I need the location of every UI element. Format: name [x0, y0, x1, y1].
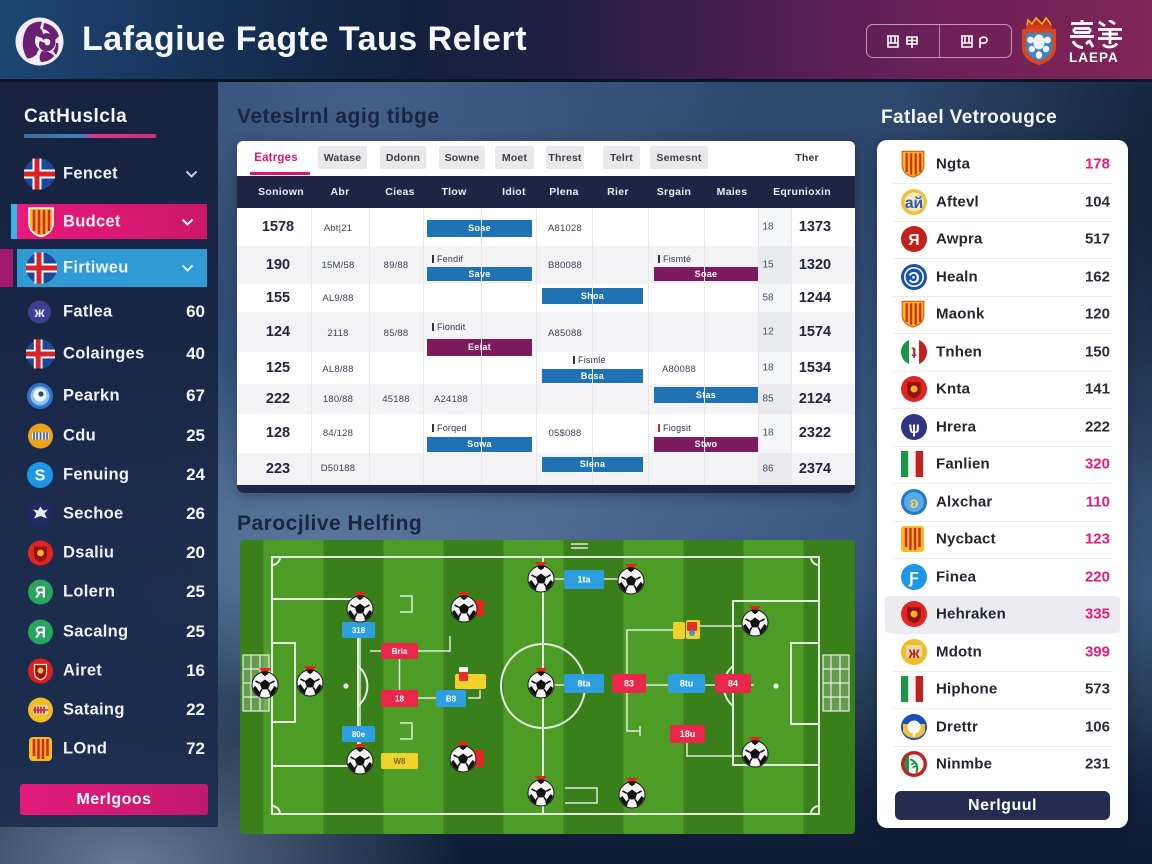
svg-text:84: 84 [728, 679, 738, 689]
svg-text:Я: Я [35, 584, 46, 601]
svg-text:318: 318 [352, 626, 366, 635]
svg-text:8ta: 8ta [577, 679, 591, 689]
svg-text:83: 83 [624, 679, 634, 689]
svg-text:8tu: 8tu [680, 679, 694, 689]
svg-text:Я: Я [35, 624, 46, 641]
svg-text:ϡ: ϡ [909, 757, 919, 774]
svg-text:S: S [35, 466, 46, 484]
svg-text:B8: B8 [446, 695, 457, 704]
svg-text:Ƒ: Ƒ [908, 570, 919, 587]
svg-text:Ϙ: Ϙ [908, 720, 920, 737]
svg-text:ж: ж [907, 645, 920, 662]
svg-text:W8: W8 [394, 757, 407, 766]
svg-text:ʇ: ʇ [911, 345, 916, 362]
svg-text:18: 18 [395, 695, 404, 704]
svg-text:18u: 18u [680, 729, 696, 739]
svg-text:ж: ж [33, 305, 45, 321]
svg-text:ай: ай [905, 195, 923, 212]
svg-text:Bria: Bria [392, 647, 408, 656]
svg-text:ѱ: ѱ [908, 420, 920, 437]
svg-text:80e: 80e [352, 730, 366, 739]
svg-text:1ta: 1ta [577, 575, 591, 585]
svg-text:Ͽ: Ͽ [908, 270, 919, 287]
svg-text:ʚ: ʚ [910, 495, 919, 512]
svg-text:Я: Я [908, 232, 919, 249]
